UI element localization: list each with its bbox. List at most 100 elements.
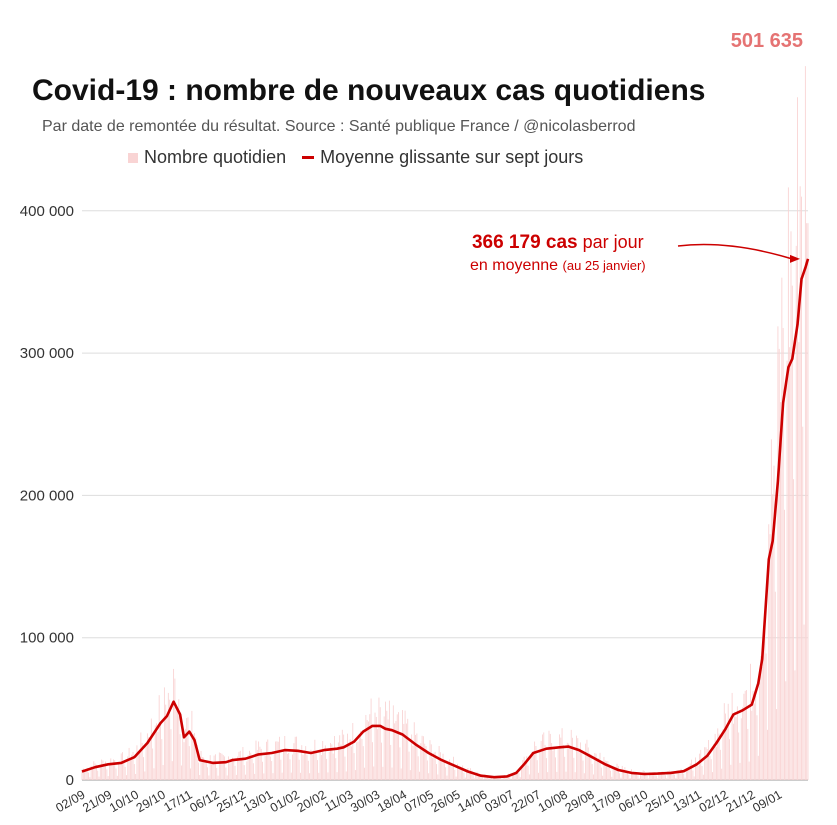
daily-bar	[225, 767, 227, 780]
daily-bar	[114, 760, 116, 780]
daily-bar	[277, 741, 279, 780]
daily-bar	[672, 773, 674, 780]
legend-daily-swatch	[128, 152, 138, 163]
daily-bar	[217, 775, 219, 780]
daily-bar	[123, 762, 125, 780]
daily-bar	[320, 755, 322, 780]
daily-bar	[220, 752, 222, 780]
daily-bar	[404, 710, 406, 780]
daily-bar	[419, 771, 420, 780]
daily-bar	[273, 753, 275, 780]
daily-bar	[387, 719, 389, 780]
daily-bar	[799, 186, 801, 781]
daily-bar	[103, 766, 105, 780]
daily-bar	[680, 768, 682, 780]
daily-bar	[492, 779, 494, 780]
daily-bar	[466, 770, 468, 780]
daily-bar	[565, 771, 567, 780]
daily-bar	[254, 773, 256, 780]
daily-bar	[93, 761, 95, 780]
daily-bar	[195, 737, 197, 780]
daily-bar	[196, 744, 198, 780]
daily-bar	[339, 735, 341, 780]
daily-bar	[337, 742, 339, 780]
daily-bar	[726, 728, 728, 780]
daily-bar	[500, 777, 502, 780]
daily-bar	[612, 768, 614, 780]
daily-bar	[548, 730, 550, 780]
daily-bar	[242, 746, 244, 780]
daily-bar	[421, 735, 423, 780]
daily-bar	[776, 709, 778, 780]
daily-bar	[262, 761, 263, 780]
daily-bar	[331, 744, 333, 780]
daily-bar	[698, 753, 700, 780]
daily-bar	[769, 534, 771, 780]
daily-bar	[98, 776, 100, 780]
daily-bar	[742, 707, 744, 780]
daily-bar	[807, 223, 809, 780]
daily-bar	[780, 402, 781, 780]
daily-bar	[793, 479, 795, 780]
daily-bar	[534, 741, 536, 780]
daily-bar	[233, 759, 235, 780]
legend: Nombre quotidien Moyenne glissante sur s…	[128, 147, 583, 168]
daily-bar	[324, 745, 326, 780]
daily-bar	[681, 772, 683, 780]
daily-bar	[229, 763, 231, 780]
daily-bar	[135, 773, 137, 780]
daily-bar	[561, 728, 563, 780]
daily-bar	[152, 748, 154, 780]
daily-bar	[336, 772, 338, 780]
daily-bar	[197, 762, 199, 780]
daily-bar	[182, 733, 184, 780]
daily-bar	[357, 741, 359, 780]
daily-bar	[82, 768, 84, 780]
chart-subtitle: Par date de remontée du résultat. Source…	[42, 118, 636, 135]
daily-bar	[732, 723, 734, 780]
daily-bar	[585, 743, 587, 780]
daily-bar	[467, 768, 469, 780]
daily-bar	[739, 762, 741, 780]
daily-bar	[582, 760, 584, 780]
daily-bar	[326, 758, 328, 780]
latest-average-annotation: 366 179 cas par jour en moyenne (au 25 j…	[470, 232, 646, 275]
daily-bar	[209, 755, 211, 780]
daily-bar	[577, 738, 579, 780]
daily-bar	[442, 753, 444, 780]
daily-bar	[311, 752, 313, 780]
daily-bar	[449, 759, 451, 780]
daily-bar	[608, 764, 610, 780]
daily-bar	[150, 718, 152, 780]
daily-bar	[795, 245, 797, 781]
daily-bar	[587, 747, 589, 780]
daily-bar	[160, 721, 161, 780]
daily-bar	[224, 756, 226, 780]
daily-bar	[524, 764, 526, 780]
daily-bar	[532, 752, 534, 780]
daily-bar	[487, 776, 488, 780]
daily-bar	[313, 750, 314, 780]
daily-bar	[447, 762, 449, 780]
daily-bar	[285, 750, 287, 780]
daily-bar	[657, 778, 659, 780]
daily-bar	[574, 772, 576, 780]
daily-bar	[544, 744, 546, 780]
daily-bar	[515, 771, 517, 780]
legend-average-swatch	[302, 156, 315, 159]
daily-bar	[386, 710, 388, 780]
daily-bar	[700, 749, 702, 780]
daily-bar	[729, 739, 730, 780]
daily-bar	[659, 773, 661, 780]
daily-bar	[214, 754, 216, 780]
daily-bar	[436, 764, 437, 780]
daily-bar	[429, 740, 431, 780]
daily-bar	[143, 757, 144, 780]
daily-bar	[124, 766, 126, 780]
daily-bar	[396, 714, 398, 780]
daily-bar	[170, 729, 172, 780]
daily-bar	[110, 758, 112, 780]
daily-bar	[764, 631, 766, 780]
daily-bar	[194, 733, 195, 780]
